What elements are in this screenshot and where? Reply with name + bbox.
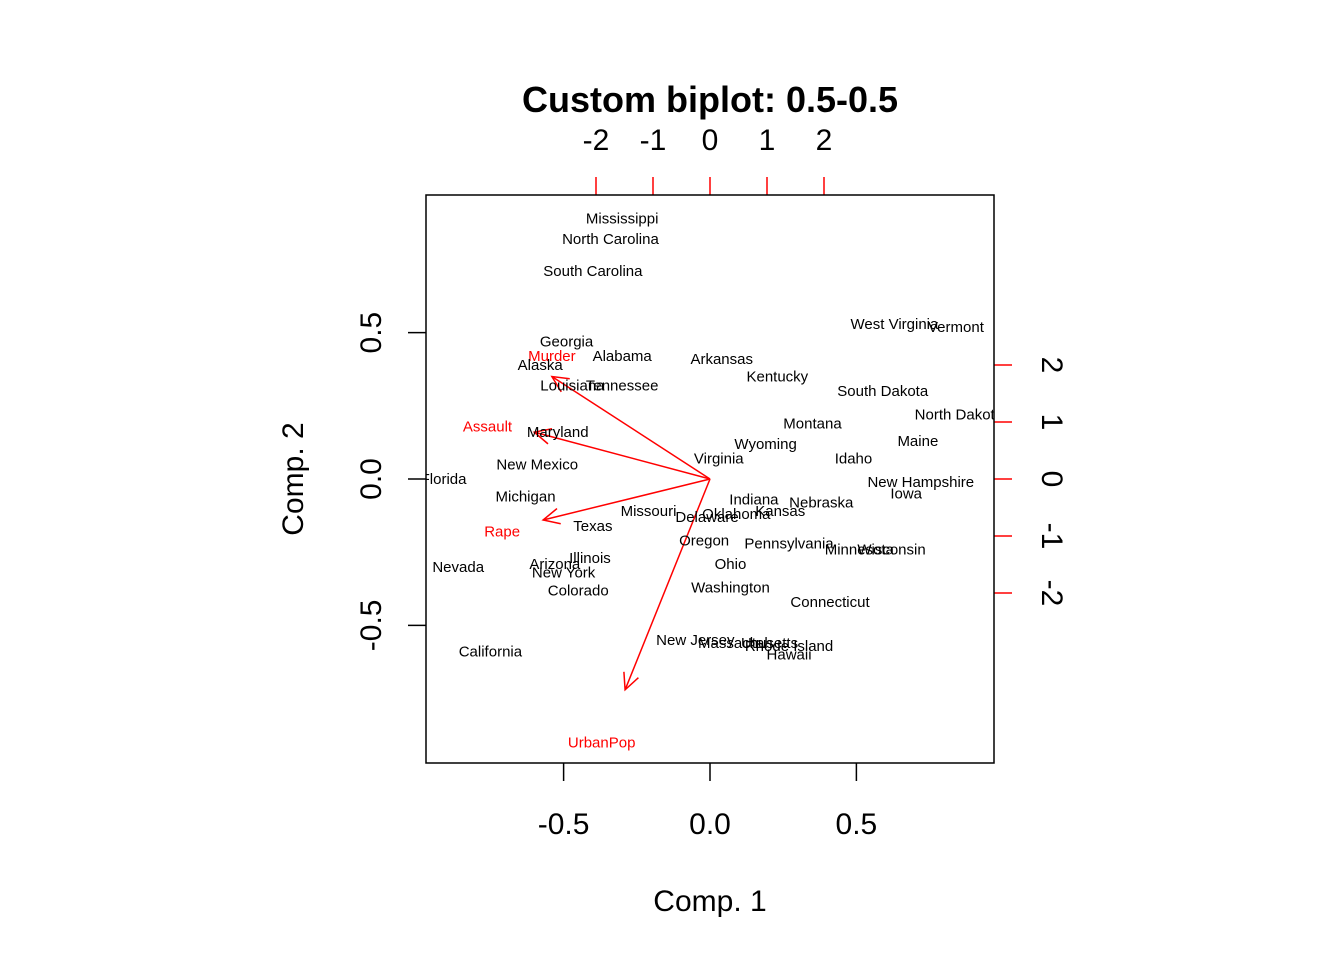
top-tick-label: 2 — [816, 124, 833, 157]
observation-label: Illinois — [569, 550, 611, 567]
right-tick-label: 2 — [1035, 357, 1068, 374]
observation-label: Missouri — [621, 503, 677, 520]
right-tick-label: 1 — [1035, 414, 1068, 431]
observation-label: Indiana — [729, 491, 779, 508]
observation-label: Pennsylvania — [744, 535, 834, 552]
observation-label: Minnesota — [825, 541, 895, 558]
observation-label: Nebraska — [789, 494, 854, 511]
loading-arrow — [551, 375, 711, 480]
observation-label: Nevada — [432, 559, 484, 576]
observation-label: Oklahoma — [702, 506, 771, 523]
observation-label: New York — [532, 565, 596, 582]
observation-label: Utah — [741, 635, 773, 652]
observation-label: California — [459, 644, 523, 661]
loading-arrowhead — [623, 671, 639, 692]
top-tick-label: 1 — [759, 124, 776, 157]
x-axis-label: Comp. 1 — [653, 885, 766, 918]
right-axis: -2 -1 0 1 2 — [994, 357, 1068, 607]
observation-label: New Mexico — [496, 456, 578, 473]
observation-label: Arizona — [529, 556, 581, 573]
observation-label: Maryland — [527, 424, 589, 441]
right-tick-label: -2 — [1035, 580, 1068, 607]
observation-label: Tennessee — [586, 377, 659, 394]
y-axis-label: Comp. 2 — [277, 422, 310, 535]
observation-label: Mississippi — [586, 210, 659, 227]
observation-label: New Hampshire — [867, 474, 974, 491]
observation-labels: Mississippi North Carolina South Carolina W… — [421, 210, 1004, 664]
observation-label: Virginia — [694, 451, 744, 468]
observation-label: Arkansas — [690, 351, 753, 368]
left-tick-label: -0.5 — [355, 600, 388, 652]
observation-label: Alabama — [593, 348, 653, 365]
loading-arrow — [624, 478, 711, 691]
observation-label: Rhode Island — [745, 638, 833, 655]
observation-label: Michigan — [496, 489, 556, 506]
left-axis: -0.5 0.0 0.5 — [355, 312, 426, 651]
loading-arrowhead — [550, 375, 570, 393]
observation-label: Washington — [691, 579, 770, 596]
left-tick-label: 0.0 — [355, 458, 388, 500]
observation-label: South Dakota — [837, 383, 929, 400]
observation-label: Wisconsin — [857, 541, 925, 558]
bottom-tick-label: -0.5 — [538, 808, 590, 841]
observation-label: New Jersey — [656, 632, 735, 649]
loading-arrow — [534, 431, 711, 480]
loading-labels: Murder Assault Rape UrbanPop — [463, 348, 636, 751]
observation-label: Wyoming — [734, 436, 796, 453]
observation-label: Kentucky — [746, 369, 808, 386]
observation-label: Louisiana — [540, 377, 605, 394]
loading-label: Murder — [528, 348, 576, 365]
top-tick-label: -2 — [583, 124, 610, 157]
observation-label: Georgia — [540, 333, 594, 350]
loading-label: Assault — [463, 418, 513, 435]
observation-label: Alaska — [518, 357, 564, 374]
observation-label: Connecticut — [790, 594, 870, 611]
observation-label: Vermont — [928, 319, 985, 336]
loading-arrows — [532, 375, 711, 692]
top-axis: -2 -1 0 1 2 — [583, 124, 833, 195]
left-tick-label: 0.5 — [355, 312, 388, 354]
plot-frame — [425, 194, 995, 764]
observation-label: Maine — [897, 433, 938, 450]
loading-label: Rape — [484, 524, 520, 541]
top-tick-label: 0 — [702, 124, 719, 157]
observation-label: Montana — [783, 415, 842, 432]
observation-label: Delaware — [675, 509, 738, 526]
bottom-axis: -0.5 0.0 0.5 — [538, 763, 877, 841]
observation-label: Massachusetts — [698, 635, 798, 652]
observation-label: Florida — [421, 471, 468, 488]
loading-arrow — [542, 478, 711, 521]
observation-label: Colorado — [548, 582, 609, 599]
bottom-tick-label: 0.0 — [689, 808, 731, 841]
right-tick-label: 0 — [1035, 471, 1068, 488]
bottom-tick-label: 0.5 — [836, 808, 878, 841]
loading-arrowhead — [532, 428, 553, 445]
observation-label: South Carolina — [543, 263, 643, 280]
observation-label: Iowa — [890, 486, 922, 503]
observation-label: Texas — [573, 518, 612, 535]
observation-label: North Dakota — [915, 407, 1004, 424]
observation-label: Idaho — [835, 451, 873, 468]
observation-label: Kansas — [755, 503, 805, 520]
observation-label: West Virginia — [851, 316, 939, 333]
loading-label: UrbanPop — [568, 735, 636, 752]
observation-label: Hawaii — [767, 647, 812, 664]
observation-label: Oregon — [679, 532, 729, 549]
loading-arrowhead — [541, 507, 561, 525]
top-tick-label: -1 — [640, 124, 667, 157]
observation-label: Ohio — [715, 556, 747, 573]
chart-title: Custom biplot: 0.5-0.5 — [522, 79, 898, 120]
observation-label: North Carolina — [562, 231, 659, 248]
right-tick-label: -1 — [1035, 523, 1068, 550]
